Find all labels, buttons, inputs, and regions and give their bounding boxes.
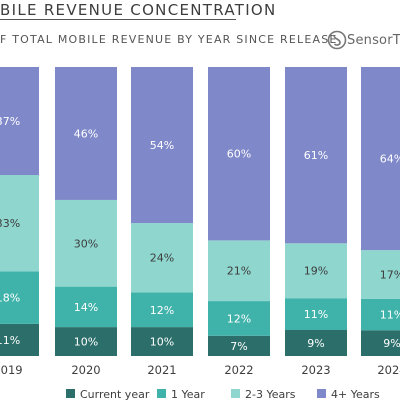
bar-two-three-years-2021 <box>131 223 193 293</box>
data-label-one-year-2022: 12% <box>227 312 251 325</box>
bar-four-plus-years-2020 <box>55 67 117 200</box>
bar-one-year-2022 <box>208 301 270 336</box>
chart-title: BILE REVENUE CONCENTRATION <box>0 1 277 19</box>
data-label-current-year-2023: 9% <box>307 337 324 350</box>
bar-two-three-years-2019 <box>0 175 39 272</box>
data-label-one-year-2023: 11% <box>304 308 328 321</box>
data-label-four-plus-years-2022: 60% <box>227 148 251 161</box>
title-underline <box>0 19 236 20</box>
bar-current-year-2024 <box>361 330 400 356</box>
x-tick-label-2022: 2022 <box>224 363 253 377</box>
bar-four-plus-years-2024 <box>361 67 400 251</box>
x-tick-label-2020: 2020 <box>71 363 100 377</box>
bar-current-year-2021 <box>131 327 193 356</box>
data-label-current-year-2022: 7% <box>230 340 247 353</box>
data-label-two-three-years-2021: 24% <box>150 252 174 265</box>
data-label-current-year-2021: 10% <box>150 336 174 349</box>
bar-four-plus-years-2019 <box>0 67 39 176</box>
x-tick-label-2019: 2019 <box>0 363 23 377</box>
x-tick-label-2023: 2023 <box>301 363 330 377</box>
bar-one-year-2020 <box>55 286 117 328</box>
sensortower-logo-icon <box>327 30 347 50</box>
bar-current-year-2022 <box>208 335 270 356</box>
bar-four-plus-years-2023 <box>285 67 347 244</box>
data-label-one-year-2020: 14% <box>74 301 98 314</box>
legend-swatch-two-three-years <box>231 389 240 398</box>
bar-current-year-2020 <box>55 327 117 356</box>
legend-swatch-four-plus-years <box>317 389 326 398</box>
bar-two-three-years-2022 <box>208 240 270 302</box>
data-label-four-plus-years-2020: 46% <box>74 127 98 140</box>
bar-current-year-2019 <box>0 323 39 356</box>
legend-label-two-three-years: 2-3 Years <box>245 388 296 400</box>
bar-four-plus-years-2022 <box>208 67 270 241</box>
data-label-four-plus-years-2021: 54% <box>150 139 174 152</box>
bar-two-three-years-2020 <box>55 199 117 287</box>
data-label-two-three-years-2020: 30% <box>74 237 98 250</box>
legend-label-four-plus-years: 4+ Years <box>331 388 380 400</box>
data-label-current-year-2020: 10% <box>74 336 98 349</box>
bar-four-plus-years-2021 <box>131 67 193 224</box>
bar-two-three-years-2023 <box>285 243 347 299</box>
x-tick-label-2021: 2021 <box>147 363 176 377</box>
bar-one-year-2019 <box>0 271 39 324</box>
data-label-two-three-years-2023: 19% <box>304 265 328 278</box>
legend-label-current-year: Current year <box>80 388 150 400</box>
legend-swatch-one-year <box>157 389 166 398</box>
data-label-current-year-2024: 9% <box>383 337 400 350</box>
data-label-one-year-2019: 18% <box>0 292 20 305</box>
data-label-four-plus-years-2023: 61% <box>304 149 328 162</box>
data-label-four-plus-years-2019: 37% <box>0 115 20 128</box>
data-label-one-year-2024: 11% <box>380 309 400 322</box>
bar-one-year-2023 <box>285 298 347 330</box>
data-label-four-plus-years-2024: 64% <box>380 153 400 166</box>
data-label-two-three-years-2022: 21% <box>227 265 251 278</box>
x-tick-label-2024: 2024 <box>377 363 400 377</box>
data-label-one-year-2021: 12% <box>150 304 174 317</box>
brand-name: SensorT <box>347 32 400 48</box>
bar-one-year-2021 <box>131 292 193 328</box>
legend-swatch-current-year <box>66 389 75 398</box>
bar-one-year-2024 <box>361 298 400 331</box>
legend-label-one-year: 1 Year <box>171 388 205 400</box>
brand-logo: SensorT <box>327 30 400 50</box>
data-label-two-three-years-2024: 17% <box>380 268 400 281</box>
chart-subtitle: F TOTAL MOBILE REVENUE BY YEAR SINCE REL… <box>0 33 338 46</box>
bar-two-three-years-2024 <box>361 250 400 299</box>
bar-current-year-2023 <box>285 329 347 356</box>
data-label-two-three-years-2019: 33% <box>0 217 20 230</box>
data-label-current-year-2019: 11% <box>0 334 20 347</box>
